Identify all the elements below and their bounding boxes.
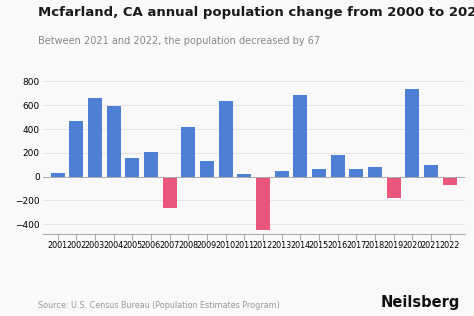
Bar [69, 121, 83, 177]
Text: Mcfarland, CA annual population change from 2000 to 2022: Mcfarland, CA annual population change f… [38, 6, 474, 19]
Text: Neilsberg: Neilsberg [381, 295, 460, 310]
Bar [219, 101, 233, 177]
Bar [312, 169, 326, 177]
Bar [443, 177, 456, 185]
Bar [163, 177, 177, 208]
Text: Between 2021 and 2022, the population decreased by 67: Between 2021 and 2022, the population de… [38, 36, 320, 46]
Bar [125, 158, 139, 177]
Bar [88, 98, 102, 177]
Bar [107, 106, 120, 177]
Bar [368, 167, 382, 177]
Text: Source: U.S. Census Bureau (Population Estimates Program): Source: U.S. Census Bureau (Population E… [38, 301, 280, 310]
Bar [51, 173, 64, 177]
Bar [387, 177, 401, 198]
Bar [349, 169, 363, 177]
Bar [256, 177, 270, 230]
Bar [144, 152, 158, 177]
Bar [424, 165, 438, 177]
Bar [200, 161, 214, 177]
Bar [237, 174, 251, 177]
Bar [330, 155, 345, 177]
Bar [293, 95, 307, 177]
Bar [274, 171, 289, 177]
Bar [405, 88, 419, 177]
Bar [181, 127, 195, 177]
